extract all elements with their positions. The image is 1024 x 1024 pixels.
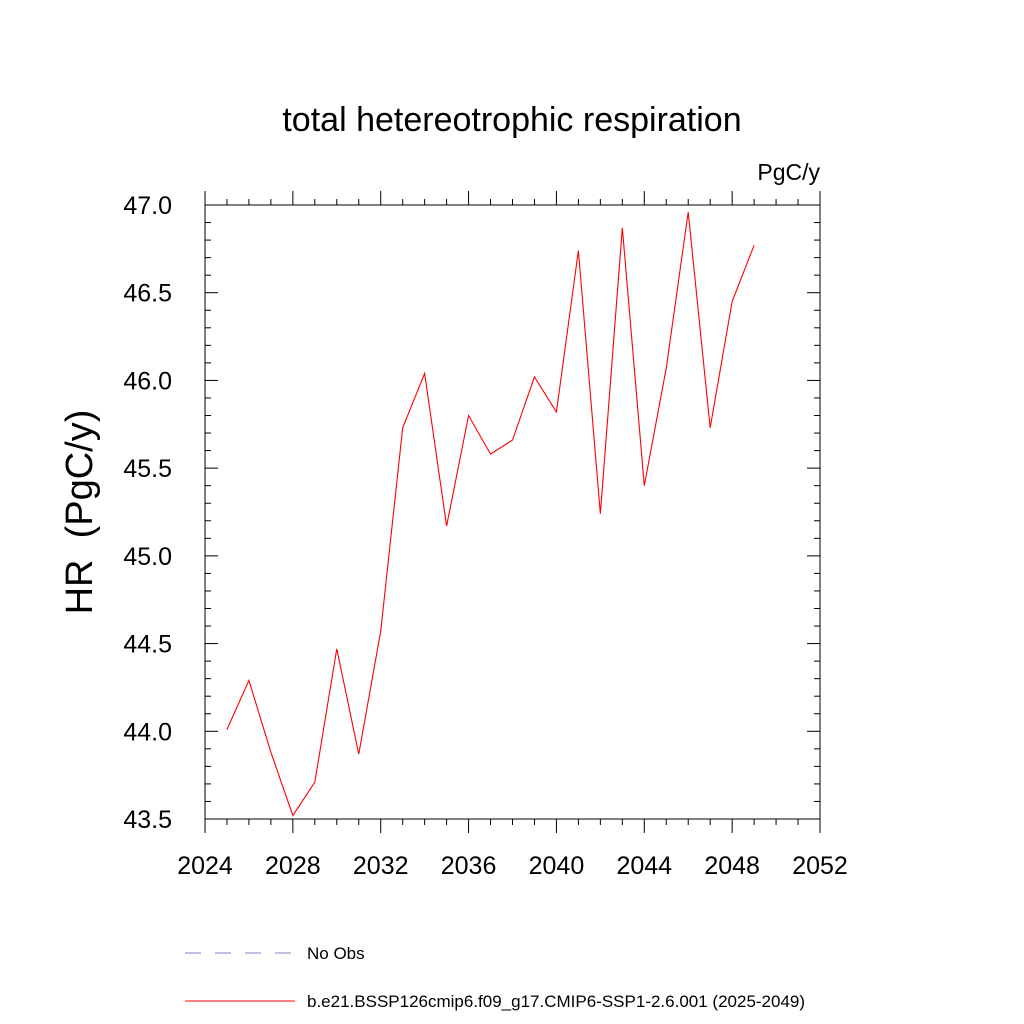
y-tick-label: 44.0 [123, 718, 172, 746]
x-tick-label: 2028 [265, 852, 321, 880]
y-tick-label: 45.5 [123, 455, 172, 483]
y-tick-labels: 43.5 44.0 44.5 45.0 45.5 46.0 46.5 47.0 [123, 192, 172, 834]
y-tick-label: 47.0 [123, 192, 172, 220]
x-tick-label: 2024 [177, 852, 233, 880]
y-tick-label: 46.0 [123, 367, 172, 395]
chart-title: total hetereotrophic respiration [282, 101, 741, 139]
y-tick-label: 44.5 [123, 631, 172, 659]
legend-label-model: b.e21.BSSP126cmip6.f09_g17.CMIP6-SSP1-2.… [307, 992, 805, 1011]
legend: No Obs b.e21.BSSP126cmip6.f09_g17.CMIP6-… [185, 944, 805, 1011]
y-tick-label: 46.5 [123, 280, 172, 308]
x-tick-label: 2032 [353, 852, 409, 880]
x-tick-label: 2040 [529, 852, 585, 880]
x-tick-label: 2052 [792, 852, 848, 880]
x-tick-label: 2036 [441, 852, 497, 880]
x-tick-label: 2044 [616, 852, 672, 880]
minor-ticks [205, 199, 820, 825]
y-tick-label: 45.0 [123, 543, 172, 571]
units-label: PgC/y [757, 159, 820, 185]
x-tick-label: 2048 [704, 852, 760, 880]
y-tick-label: 43.5 [123, 806, 172, 834]
y-axis-label: HR (PgC/y) [59, 410, 101, 615]
plot-frame [204, 204, 821, 820]
major-ticks [204, 191, 821, 833]
series-layer [226, 211, 755, 817]
legend-label-no-obs: No Obs [307, 944, 365, 963]
series-line [226, 211, 755, 817]
x-tick-labels: 2024 2028 2032 2036 2040 2044 2048 2052 [177, 852, 848, 880]
